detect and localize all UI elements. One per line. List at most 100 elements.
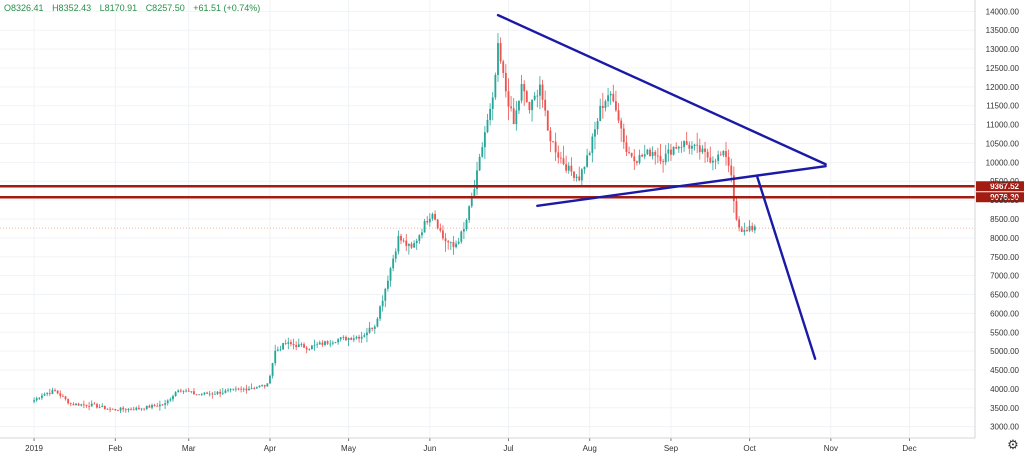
x-tick-label: Aug — [583, 444, 597, 453]
candle-body — [82, 404, 85, 406]
candle-body — [221, 392, 224, 394]
candle-body — [310, 345, 313, 350]
candle-body — [507, 91, 510, 107]
y-tick-label: 8500.00 — [990, 215, 1019, 224]
candle-body — [130, 408, 132, 410]
candle-body — [151, 404, 153, 408]
candle-body — [486, 119, 489, 133]
candle-body — [211, 393, 214, 395]
candle-body — [300, 344, 303, 346]
candle-body — [290, 342, 292, 345]
time-axis[interactable]: 2019 Feb Mar Apr May Jun Jul Aug Sep Oct Nov Dec — [0, 437, 975, 453]
candle-body — [635, 161, 638, 163]
y-tick-label: 4500.00 — [990, 366, 1019, 375]
candle-body — [75, 403, 77, 406]
candle-body — [339, 337, 342, 340]
candle-body — [583, 166, 586, 170]
change-value: +61.51 (+0.74%) — [193, 3, 260, 13]
candle-body — [656, 155, 659, 157]
candle-body — [248, 388, 250, 391]
candle-body — [460, 231, 463, 242]
x-tick-label: Jul — [503, 444, 513, 453]
candle-body — [216, 391, 219, 394]
candle-body — [615, 101, 617, 111]
candle-body — [185, 390, 188, 392]
candle-body — [368, 327, 371, 333]
candle-body — [528, 101, 531, 111]
candle-body — [541, 84, 544, 100]
y-tick-label: 9500.00 — [990, 177, 1019, 186]
candle-body — [591, 136, 594, 153]
candle-body — [735, 201, 738, 220]
candle-body — [43, 394, 46, 396]
candle-body — [400, 235, 402, 241]
candle-body — [98, 407, 101, 408]
candle-body — [578, 176, 581, 181]
candle-body — [478, 156, 481, 171]
candle-body — [423, 221, 426, 233]
candle-body — [334, 342, 337, 344]
candle-body — [730, 165, 733, 176]
candle-body — [193, 391, 195, 395]
candle-body — [643, 154, 646, 157]
candle-body — [641, 155, 644, 157]
candle-body — [48, 393, 51, 394]
candle-body — [376, 318, 379, 327]
candle-body — [169, 399, 172, 401]
candle-body — [195, 394, 198, 396]
y-tick-label: 7500.00 — [990, 253, 1019, 262]
candle-body — [172, 395, 174, 400]
candle-body — [350, 337, 353, 340]
candle-body — [604, 101, 607, 108]
candle-body — [316, 344, 319, 346]
trendline-ascending-support — [536, 164, 827, 207]
candle-body — [295, 345, 298, 348]
candle-body — [706, 151, 709, 158]
gear-icon[interactable]: ⚙ — [1007, 437, 1019, 452]
candle-body — [117, 410, 119, 412]
candle-body — [224, 390, 227, 393]
candle-body — [72, 404, 75, 406]
candle-body — [588, 152, 591, 156]
candle-body — [250, 388, 253, 389]
candle-body — [88, 405, 91, 407]
ohlc-legend: O8326.41 H8352.43 L8170.91 C8257.50 +61.… — [4, 3, 260, 13]
candle-body — [276, 349, 279, 351]
candle-body — [520, 84, 523, 101]
candle-body — [442, 230, 444, 239]
candle-body — [219, 391, 222, 394]
candle-body — [326, 341, 329, 344]
candle-body — [240, 388, 243, 390]
candle-body — [282, 343, 284, 350]
candle-body — [518, 100, 520, 111]
candle-body — [190, 391, 193, 393]
candle-body — [292, 344, 295, 346]
candle-body — [137, 407, 140, 410]
candle-body — [549, 130, 552, 142]
candle-body — [504, 72, 507, 92]
candle-body — [662, 161, 665, 163]
candle-body — [426, 221, 429, 223]
candle-body — [269, 375, 271, 384]
candle-body — [620, 120, 623, 129]
high-value: H8352.43 — [52, 3, 91, 13]
candle-body — [93, 403, 96, 405]
candle-body — [646, 149, 649, 155]
y-tick-label: 3000.00 — [990, 423, 1019, 432]
candle-body — [90, 403, 93, 407]
candle-body — [573, 171, 575, 178]
candle-body — [491, 97, 494, 109]
candle-body — [109, 408, 111, 410]
candle-body — [214, 393, 216, 395]
y-tick-label: 8000.00 — [990, 234, 1019, 243]
candle-body — [633, 156, 636, 162]
price-axis[interactable]: 14000.00 13500.00 13000.00 12500.00 12000.00… — [974, 0, 1020, 438]
candle-body — [318, 342, 321, 345]
candle-body — [77, 403, 80, 406]
candle-body — [373, 326, 376, 329]
candle-body — [740, 227, 743, 232]
candle-body — [447, 241, 450, 243]
candle-body — [421, 232, 423, 236]
candle-body — [371, 327, 374, 329]
